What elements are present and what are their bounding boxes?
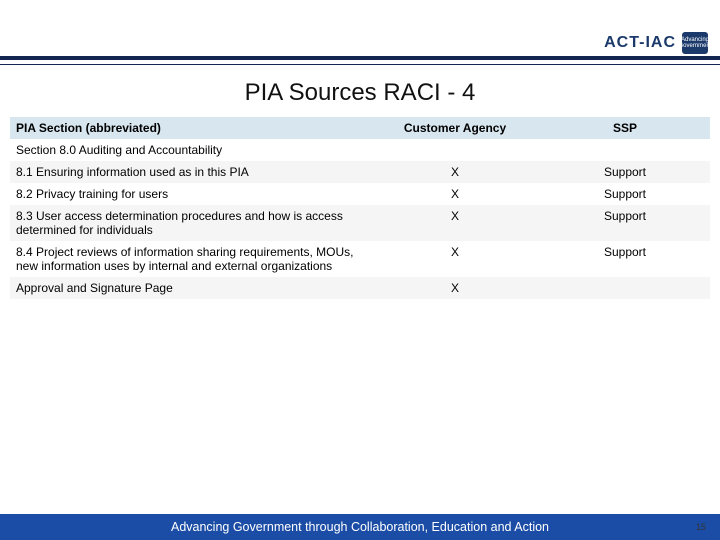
table-cell: X: [370, 205, 540, 241]
table-section-row: Section 8.0 Auditing and Accountability: [10, 139, 710, 161]
rule-thick: [0, 56, 720, 60]
raci-table: PIA Section (abbreviated)Customer Agency…: [10, 117, 710, 299]
logo-badge-icon: Advancing Government: [682, 32, 708, 54]
table-cell: X: [370, 183, 540, 205]
header: ACT-IAC Advancing Government: [0, 0, 720, 56]
table-row: 8.4 Project reviews of information shari…: [10, 241, 710, 277]
table-row: Approval and Signature PageX: [10, 277, 710, 299]
col-header: Customer Agency: [370, 117, 540, 139]
table-cell: X: [370, 277, 540, 299]
table-row: 8.2 Privacy training for usersXSupport: [10, 183, 710, 205]
table-body: PIA Section (abbreviated)Customer Agency…: [10, 117, 710, 299]
logo: ACT-IAC Advancing Government: [604, 32, 708, 54]
table-cell: [540, 139, 710, 161]
page-title: PIA Sources RACI - 4: [0, 65, 720, 117]
table-cell: Support: [540, 183, 710, 205]
table-cell: Section 8.0 Auditing and Accountability: [10, 139, 370, 161]
logo-brand: ACT-IAC: [604, 34, 676, 52]
table-header-row: PIA Section (abbreviated)Customer Agency…: [10, 117, 710, 139]
table-cell: 8.2 Privacy training for users: [10, 183, 370, 205]
table-cell: X: [370, 161, 540, 183]
table-row: 8.1 Ensuring information used as in this…: [10, 161, 710, 183]
table-cell: Support: [540, 205, 710, 241]
table-row: 8.3 User access determination procedures…: [10, 205, 710, 241]
table-cell: [370, 139, 540, 161]
logo-tagline: Advancing Government: [679, 37, 712, 49]
page-number: 15: [696, 522, 706, 532]
table-cell: Support: [540, 241, 710, 277]
col-header: SSP: [540, 117, 710, 139]
table-cell: [540, 277, 710, 299]
table-cell: 8.1 Ensuring information used as in this…: [10, 161, 370, 183]
table-cell: X: [370, 241, 540, 277]
col-header: PIA Section (abbreviated): [10, 117, 370, 139]
slide: ACT-IAC Advancing Government PIA Sources…: [0, 0, 720, 540]
table-cell: Support: [540, 161, 710, 183]
table-cell: Approval and Signature Page: [10, 277, 370, 299]
footer-text: Advancing Government through Collaborati…: [171, 520, 549, 534]
footer-bar: Advancing Government through Collaborati…: [0, 514, 720, 540]
table-cell: 8.4 Project reviews of information shari…: [10, 241, 370, 277]
table-cell: 8.3 User access determination procedures…: [10, 205, 370, 241]
